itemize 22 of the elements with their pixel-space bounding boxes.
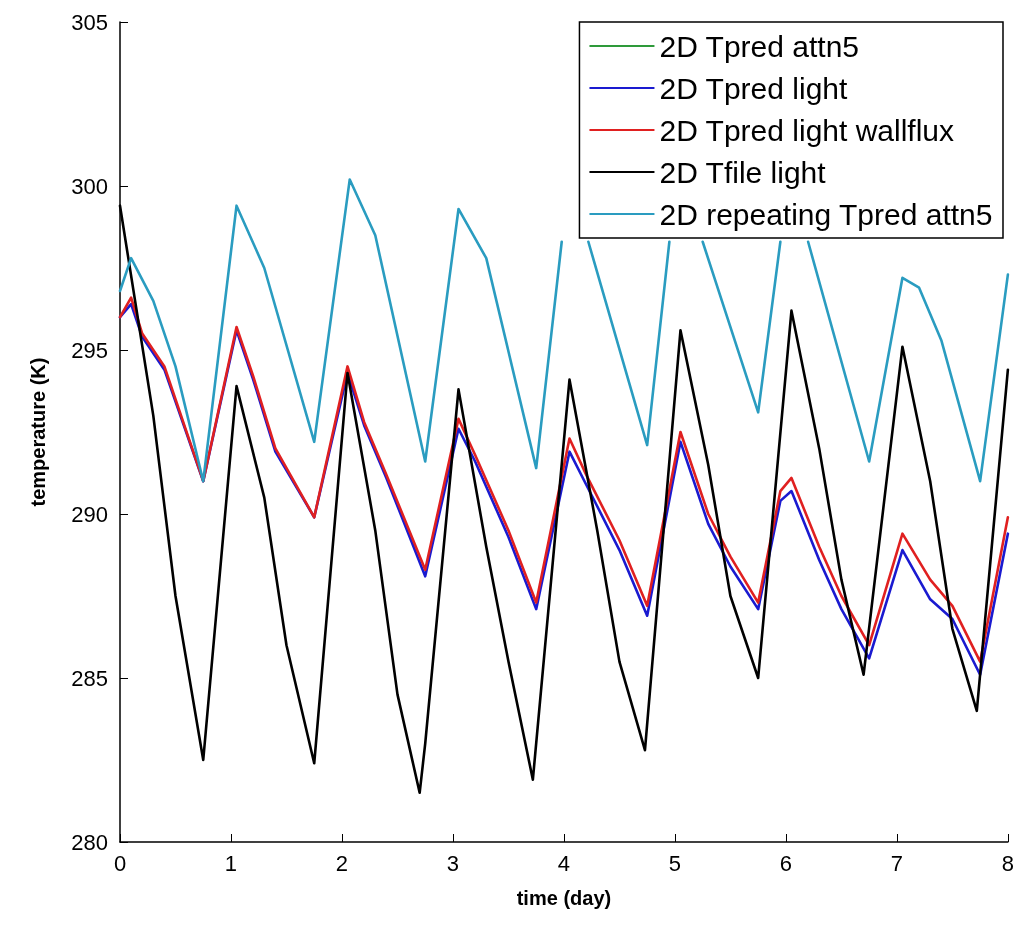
y-tick-label: 285 — [71, 665, 108, 691]
x-tick-label: 3 — [446, 850, 460, 876]
legend-label: 2D Tpred light wallflux — [659, 113, 955, 147]
legend-label: 2D repeating Tpred attn5 — [659, 197, 993, 231]
x-tick-label: 0 — [113, 850, 127, 876]
x-tick-label: 2 — [335, 850, 349, 876]
x-axis-title: time (day) — [516, 887, 612, 909]
x-tick-label: 6 — [779, 850, 793, 876]
y-tick-label: 305 — [71, 9, 108, 35]
x-tick-label: 5 — [668, 850, 682, 876]
x-tick-label: 7 — [890, 850, 904, 876]
legend-label: 2D Tpred attn5 — [659, 29, 860, 63]
x-tick-label: 8 — [1001, 850, 1015, 876]
x-tick-label: 1 — [224, 850, 238, 876]
y-axis-title: temperature (K) — [27, 357, 49, 507]
x-tick-label: 4 — [557, 850, 571, 876]
legend-label: 2D Tfile light — [659, 155, 827, 189]
y-tick-label: 300 — [71, 173, 108, 199]
y-tick-label: 290 — [71, 501, 108, 527]
legend-label: 2D Tpred light — [659, 71, 848, 105]
y-tick-label: 295 — [71, 337, 108, 363]
y-tick-label: 280 — [71, 829, 108, 855]
